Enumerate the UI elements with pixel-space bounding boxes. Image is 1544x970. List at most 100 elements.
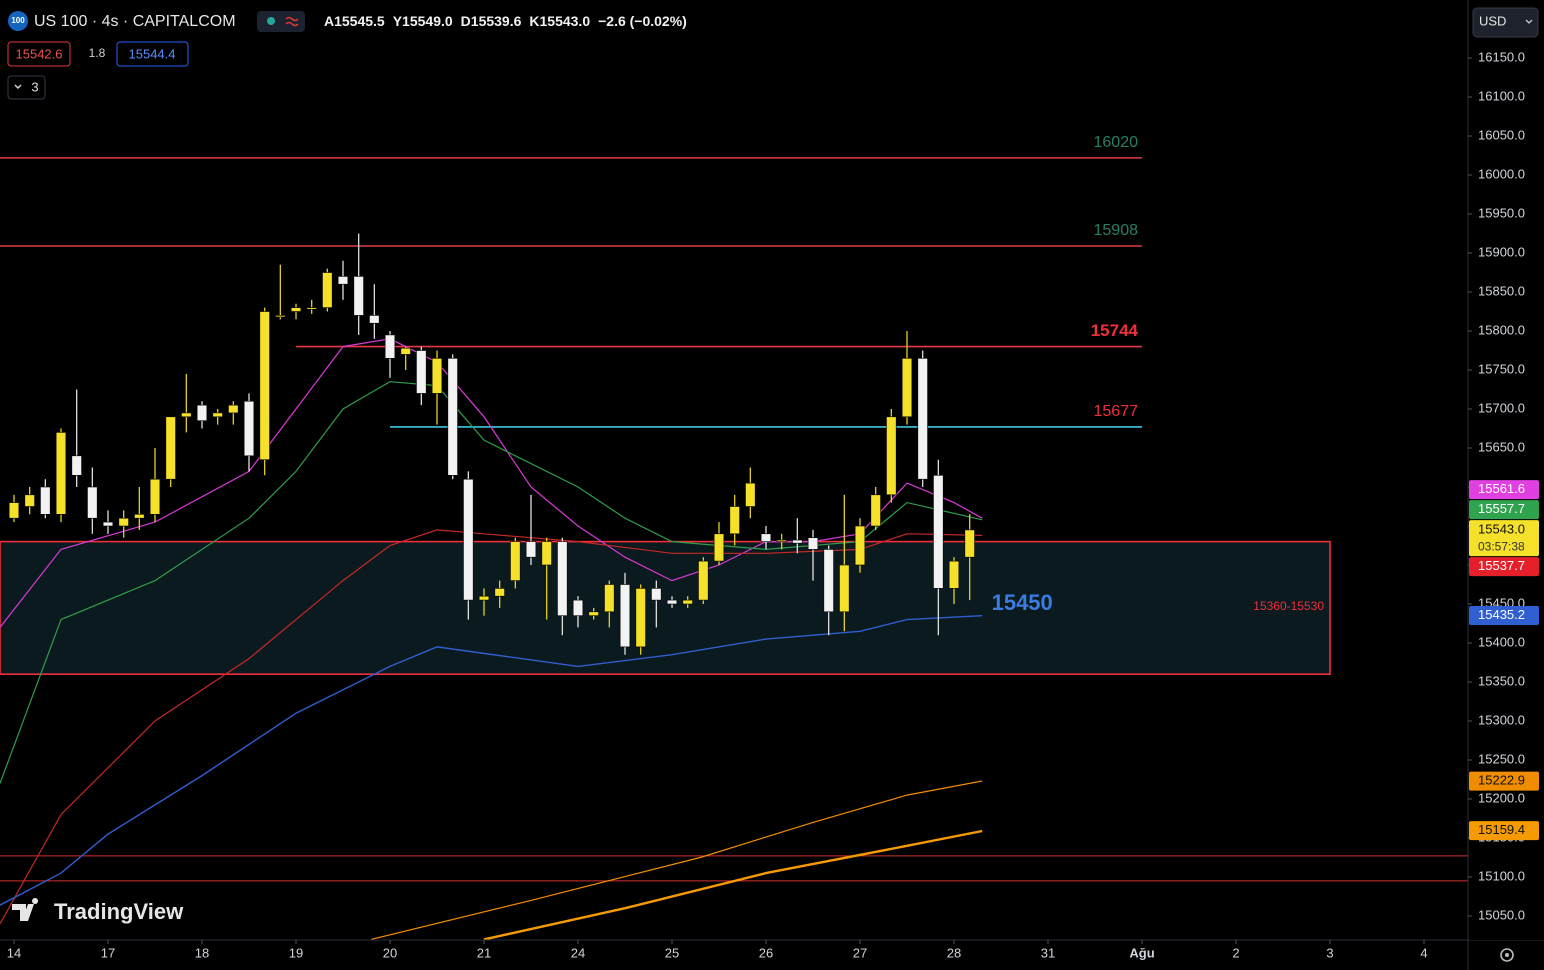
indicator-line xyxy=(0,338,983,628)
settings-icon[interactable] xyxy=(1500,948,1514,962)
price-tag-label: 15537.7 xyxy=(1478,558,1525,573)
x-tick-label: 24 xyxy=(571,945,585,960)
x-tick-label: 20 xyxy=(383,945,397,960)
symbol-title: US 100 · 4s · CAPITALCOM xyxy=(34,13,236,30)
candle-body xyxy=(228,404,239,414)
candle-body xyxy=(948,560,960,589)
header: 100 US 100 · 4s · CAPITALCOM A15545.5 Y15… xyxy=(7,7,1539,100)
price-tag-label: 15159.4 xyxy=(1478,822,1525,837)
indicator-line xyxy=(0,615,983,906)
candle-body xyxy=(353,276,364,316)
candle-body xyxy=(478,595,490,601)
price-tag xyxy=(1469,821,1539,841)
indicator-line xyxy=(371,780,983,940)
y-tick-label: 15050.0 xyxy=(1478,907,1525,922)
zone-label: 15360-15530 xyxy=(1253,599,1324,613)
candle-body xyxy=(447,358,458,476)
candle-body xyxy=(431,358,443,394)
y-tick-label: 16100.0 xyxy=(1478,88,1525,103)
x-tick-label: 21 xyxy=(477,945,491,960)
x-tick-label: 17 xyxy=(101,945,115,960)
candle-body xyxy=(729,506,740,535)
candle-body xyxy=(337,276,349,285)
candle-body xyxy=(823,549,834,613)
y-tick-label: 16150.0 xyxy=(1478,49,1525,64)
candle-body xyxy=(557,541,568,616)
y-tick-label: 15400.0 xyxy=(1478,634,1525,649)
ohlc-item: −2.6 (−0.02%) xyxy=(598,13,687,29)
x-tick-label: 14 xyxy=(7,945,21,960)
x-tick-label: 4 xyxy=(1420,945,1427,960)
indicator-count: 3 xyxy=(31,79,38,94)
candle-body xyxy=(917,358,928,480)
candle-body xyxy=(400,347,411,355)
y-tick-label: 15700.0 xyxy=(1478,400,1525,415)
candle-body xyxy=(243,400,255,457)
candle-body xyxy=(745,482,756,507)
y-tick-label: 15100.0 xyxy=(1478,868,1525,883)
y-tick-label: 16050.0 xyxy=(1478,127,1525,142)
ohlc-values: A15545.5 Y15549.0 D15539.6 K15543.0 −2.6 (−0… xyxy=(324,13,687,29)
candle-body xyxy=(290,307,302,312)
ohlc-item: D15539.6 xyxy=(461,13,522,29)
candle-body xyxy=(541,541,552,566)
candle-body xyxy=(619,584,631,648)
candle-body xyxy=(964,529,975,558)
candle-body xyxy=(369,315,380,324)
y-tick-label: 15900.0 xyxy=(1478,244,1525,259)
price-tag xyxy=(1469,480,1539,500)
watermark-text: TradingView xyxy=(54,899,184,924)
candle-body xyxy=(306,307,317,310)
candle-body xyxy=(87,486,98,519)
settings[interactable] xyxy=(1500,948,1514,962)
indicator-toggle[interactable] xyxy=(7,75,46,100)
candle-body xyxy=(760,533,772,542)
candle-body xyxy=(463,478,474,601)
x-tick-label: 27 xyxy=(853,945,867,960)
y-tick-label: 15350.0 xyxy=(1478,673,1525,688)
candle-body xyxy=(322,272,333,308)
x-tick-label: 3 xyxy=(1326,945,1333,960)
y-tick-label: 16000.0 xyxy=(1478,166,1525,181)
candle-body xyxy=(416,350,427,394)
candle-body xyxy=(134,514,145,519)
candle-body xyxy=(259,311,270,461)
candle-body xyxy=(196,404,208,422)
candle-body xyxy=(807,537,819,550)
candle-body xyxy=(212,412,223,418)
bid-price: 15542.6 xyxy=(16,46,63,61)
y-tick-label: 15250.0 xyxy=(1478,751,1525,766)
currency: USD xyxy=(1479,13,1506,28)
candle-body xyxy=(886,416,897,496)
candle-body xyxy=(165,416,176,480)
ask-box[interactable] xyxy=(116,41,189,67)
candle-body xyxy=(698,560,709,601)
y-tick-label: 15950.0 xyxy=(1478,205,1525,220)
status-pill[interactable] xyxy=(257,11,305,32)
price-tag xyxy=(1469,557,1539,577)
bid-box[interactable] xyxy=(7,41,71,67)
price-tag xyxy=(1469,606,1539,626)
candle-body xyxy=(40,486,51,515)
y-tick-label: 15800.0 xyxy=(1478,322,1525,337)
symbol-icon-text: 100 xyxy=(11,16,25,25)
x-tick-label: 19 xyxy=(289,945,303,960)
candle-body xyxy=(181,412,192,418)
candle-body xyxy=(635,588,646,648)
candle-body xyxy=(854,525,866,566)
candle-body xyxy=(776,539,787,542)
candle-body xyxy=(572,599,584,616)
x-tick-label: 31 xyxy=(1041,945,1055,960)
candle-body xyxy=(666,599,678,605)
x-tick-label: Ağu xyxy=(1129,945,1154,960)
x-tick-label: 25 xyxy=(665,945,679,960)
candle-body xyxy=(510,541,521,581)
candle-body xyxy=(384,334,396,359)
currency-button[interactable] xyxy=(1472,7,1539,38)
y-tick-label: 15200.0 xyxy=(1478,790,1525,805)
settings-icon-center xyxy=(1505,953,1509,957)
chevron xyxy=(1525,19,1533,24)
x-tick-label: 2 xyxy=(1232,945,1239,960)
